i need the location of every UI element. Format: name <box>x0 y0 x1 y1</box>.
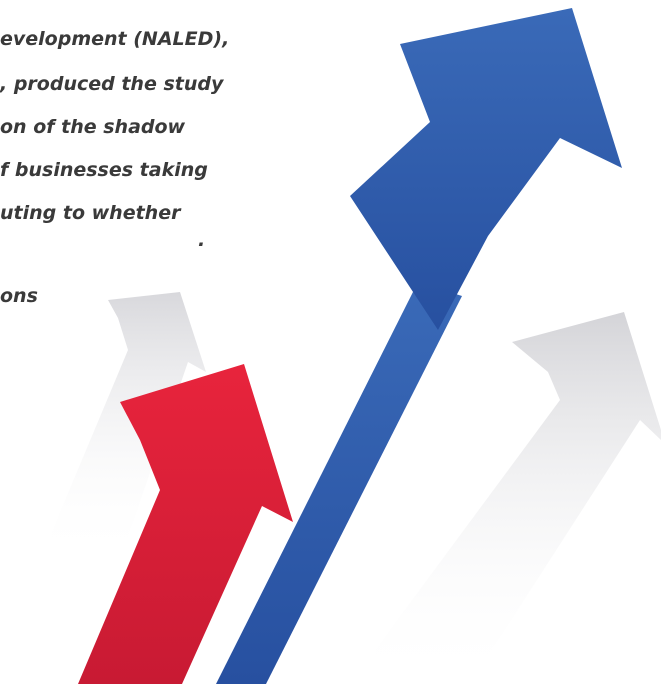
text-line: f businesses taking <box>0 159 208 181</box>
red-arrow <box>78 364 293 684</box>
blue-arrow-head <box>350 8 622 330</box>
text-line: uting to whether <box>0 202 182 224</box>
text-line: evelopment (NALED), <box>0 28 229 50</box>
text-line: . <box>198 229 205 251</box>
text-line: , produced the study <box>0 73 225 95</box>
blue-arrow-shaft <box>216 282 462 684</box>
text-line: on of the shadow <box>0 116 186 138</box>
gray-arrow-left <box>40 292 206 560</box>
text-line: ons <box>0 285 38 307</box>
gray-arrow-right <box>350 312 661 684</box>
text-block: evelopment (NALED), , produced the study… <box>0 28 229 307</box>
